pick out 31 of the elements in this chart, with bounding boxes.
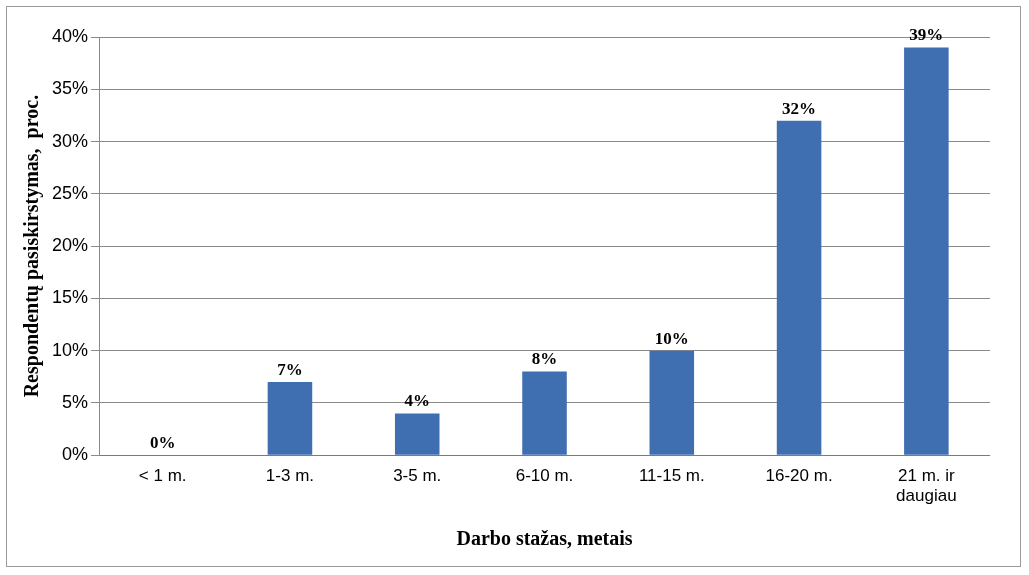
bar: [776, 120, 822, 455]
data-label: 39%: [909, 25, 944, 45]
y-tick-label: 0%: [62, 444, 89, 465]
data-label: 8%: [531, 349, 558, 369]
x-tick-label: 16-20 m.: [765, 466, 833, 486]
bar: [267, 382, 313, 455]
y-tick-label: 25%: [52, 182, 89, 203]
y-axis-title: Respondentų pasiskirstymas, proc.: [20, 94, 44, 398]
x-tick-label: 21 m. ir daugiau: [896, 466, 957, 506]
bar: [904, 47, 949, 455]
y-tick-label: 10%: [52, 339, 89, 360]
x-axis-title: Darbo stažas, metais: [456, 527, 633, 550]
y-tick-label: 20%: [52, 235, 89, 256]
y-tick-label: 35%: [52, 78, 89, 99]
data-label: 0%: [149, 433, 176, 453]
data-label: 32%: [782, 98, 817, 118]
data-label: 10%: [654, 328, 689, 348]
x-tick-label: 1-3 m.: [265, 466, 315, 486]
bar: [522, 371, 567, 455]
x-tick-label: < 1 m.: [138, 466, 187, 486]
y-tick-label: 40%: [52, 25, 89, 46]
bar: [649, 350, 695, 455]
x-tick-label: 11-15 m.: [638, 466, 705, 486]
y-tick-label: 15%: [52, 287, 89, 308]
x-tick-label: 3-5 m.: [393, 466, 442, 486]
y-tick-label: 5%: [62, 391, 89, 412]
y-tick-label: 30%: [52, 130, 89, 151]
data-label: 4%: [404, 391, 430, 411]
data-label: 7%: [277, 359, 303, 379]
x-tick-label: 6-10 m.: [515, 466, 574, 486]
bar: [394, 413, 440, 455]
